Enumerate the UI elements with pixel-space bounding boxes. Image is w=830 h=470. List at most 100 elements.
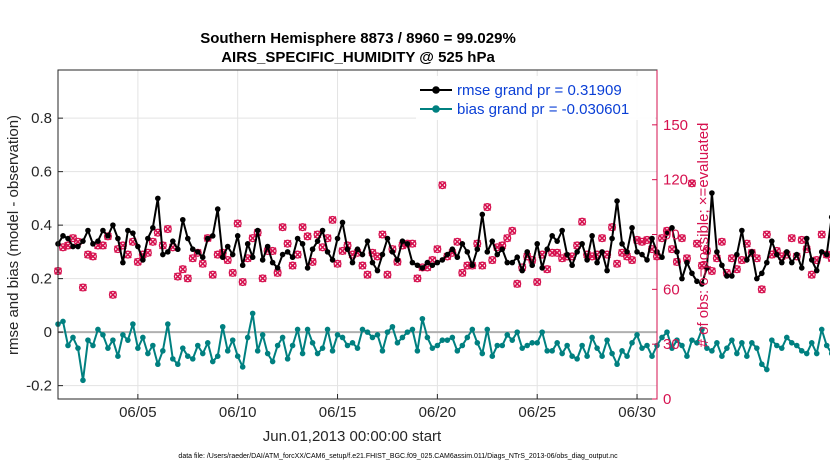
rmse-point (419, 265, 426, 271)
bias-point (324, 326, 331, 333)
bias-point (294, 326, 301, 333)
rmse-point (249, 254, 256, 261)
obs-count-point (333, 259, 342, 268)
obs-evaluated-cross (89, 252, 97, 261)
bias-point (489, 353, 496, 360)
obs-possible-circle (378, 230, 387, 239)
obs-evaluated-cross (233, 219, 242, 228)
rmse-point (624, 249, 630, 255)
obs-count-point (183, 274, 192, 283)
bias-point (604, 337, 610, 343)
plot-area (53, 69, 830, 400)
rmse-point (699, 281, 705, 287)
obs-possible-circle (627, 256, 637, 265)
rmse-point (669, 225, 675, 231)
rmse-point (329, 257, 336, 263)
right-y-tick-label: 120 (663, 172, 688, 189)
obs-possible-circle (548, 248, 557, 257)
rmse-point (199, 254, 206, 261)
bias-point (175, 361, 181, 368)
obs-evaluated-cross (79, 283, 87, 292)
obs-evaluated-cross (303, 232, 312, 241)
bias-point (244, 334, 251, 341)
bias-point (589, 334, 595, 341)
rmse-point (769, 238, 775, 244)
bias-point (524, 342, 531, 349)
obs-evaluated-cross (313, 230, 322, 239)
obs-evaluated-cross (593, 250, 601, 259)
bias-point (95, 326, 101, 333)
obs-evaluated-cross (683, 254, 691, 263)
bias-point (709, 348, 715, 354)
obs-evaluated-cross (453, 237, 462, 246)
rmse-point (224, 243, 231, 250)
obs-count-point (707, 267, 716, 276)
obs-count-point (598, 234, 607, 243)
bias-point (334, 332, 341, 338)
obs-possible-circle (827, 254, 830, 262)
rmse-point (434, 259, 441, 266)
obs-count-point (762, 230, 771, 239)
bias-point (494, 342, 501, 349)
rmse-point (214, 206, 221, 212)
obs-possible-circle (533, 277, 542, 287)
rmse-series (55, 190, 830, 287)
obs-evaluated-cross (623, 252, 631, 261)
rmse-point (569, 262, 575, 269)
bias-point (669, 345, 675, 351)
obs-possible-circle (687, 179, 696, 188)
rmse-point (454, 254, 461, 261)
obs-count-point (98, 241, 107, 250)
rmse-point (269, 259, 276, 266)
rmse-point (783, 249, 790, 255)
bias-point (798, 348, 805, 354)
rmse-point (100, 227, 106, 234)
obs-evaluated-cross (278, 223, 287, 232)
rmse-point (764, 259, 770, 266)
x-tick-label: 06/25 (518, 404, 556, 421)
legend-rmse-marker (432, 86, 440, 94)
obs-possible-circle (717, 237, 726, 246)
obs-possible-circle (438, 181, 447, 190)
obs-evaluated-cross (503, 234, 512, 243)
obs-count-point (88, 252, 97, 261)
obs-possible-circle (228, 268, 237, 277)
x-axis-ticks: 06/05 06/10 06/15 06/20 06/25 06/30 (119, 394, 656, 421)
obs-evaluated-cross (173, 272, 182, 281)
rmse-point (309, 246, 316, 253)
obs-evaluated-cross (698, 261, 706, 270)
bias-point (359, 326, 366, 333)
bias-point (634, 332, 640, 338)
rmse-point (554, 238, 560, 244)
bias-point (664, 329, 670, 335)
obs-evaluated-cross (288, 261, 297, 270)
bias-point (509, 337, 516, 343)
bias-point (259, 332, 266, 338)
left-y-tick-label: -0.2 (26, 378, 52, 395)
obs-possible-circle (807, 270, 816, 279)
bias-point (194, 342, 201, 349)
obs-count-point (298, 223, 307, 232)
rmse-point (170, 238, 176, 244)
rmse-point (194, 249, 201, 255)
bias-point (369, 334, 376, 341)
obs-possible-circle (672, 257, 682, 266)
bias-point (764, 366, 770, 373)
bias-point (823, 342, 830, 349)
bias-point (484, 326, 491, 333)
rmse-point (459, 241, 466, 247)
obs-evaluated-cross (508, 226, 517, 235)
bias-point (214, 353, 221, 360)
data-file-footnote: data file: /Users/raeder/DAI/ATM_forcXX/… (178, 453, 618, 460)
rmse-point (429, 262, 436, 269)
rmse-point (474, 246, 481, 253)
obs-count-point (533, 277, 542, 287)
bias-point (309, 340, 316, 346)
obs-possible-circle (488, 256, 497, 265)
rmse-point (449, 246, 456, 253)
obs-count-point (433, 245, 442, 254)
bias-point (444, 337, 451, 343)
bias-point (60, 318, 66, 325)
obs-possible-circle (233, 219, 242, 228)
obs-evaluated-cross (328, 216, 337, 224)
